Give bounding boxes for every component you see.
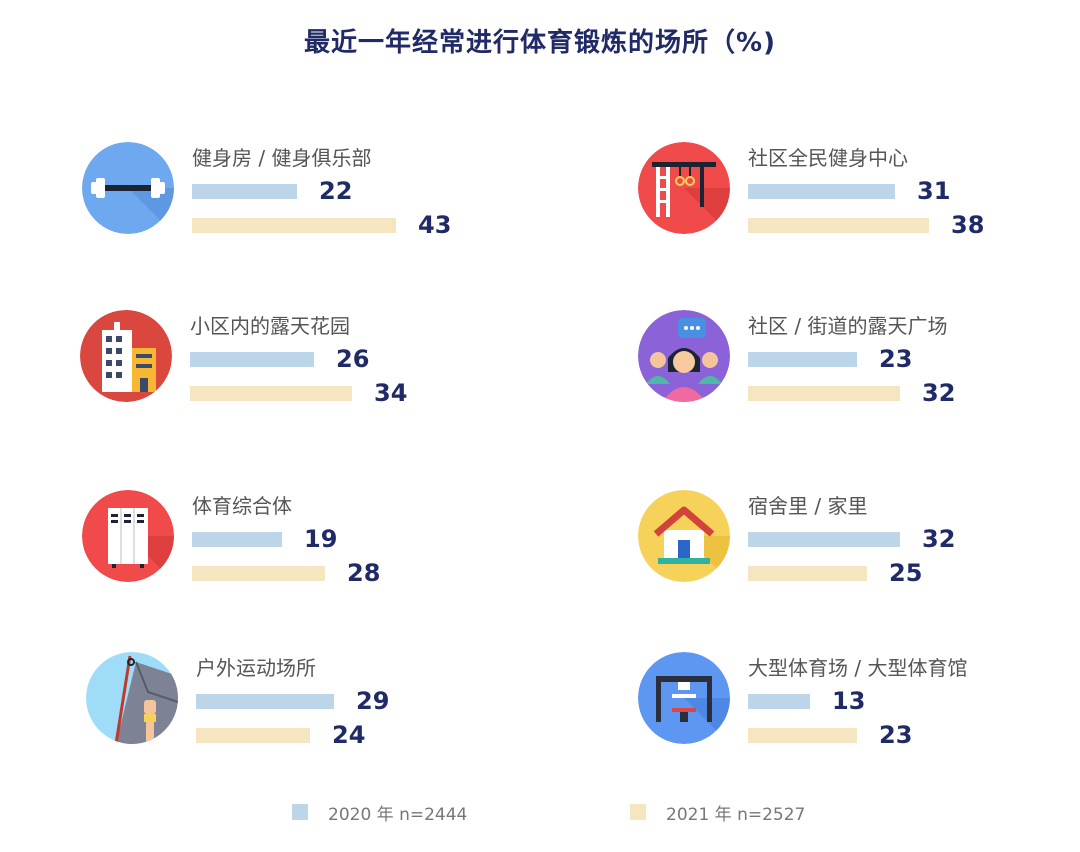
category-row: 宿舍里 / 家里 32 25 bbox=[638, 490, 1080, 610]
data-label: 23 bbox=[879, 345, 913, 373]
category-row: 社区 / 街道的露天广场 23 32 bbox=[638, 310, 1080, 430]
bar-series-2020 bbox=[748, 352, 857, 367]
category-label: 体育综合体 bbox=[192, 494, 292, 518]
data-label: 28 bbox=[347, 559, 381, 587]
community-people-icon bbox=[638, 310, 730, 402]
bar-series-2020 bbox=[196, 694, 334, 709]
bar-series-2021 bbox=[190, 386, 352, 401]
bar-series-2021 bbox=[748, 566, 867, 581]
rock-climbing-icon bbox=[86, 652, 178, 744]
data-label: 19 bbox=[304, 525, 338, 553]
category-label: 社区全民健身中心 bbox=[748, 146, 908, 170]
data-label: 32 bbox=[922, 525, 956, 553]
category-label: 社区 / 街道的露天广场 bbox=[748, 314, 948, 338]
bar-series-2020 bbox=[192, 184, 297, 199]
legend-label: 2020 年 n=2444 bbox=[328, 805, 468, 825]
data-label: 29 bbox=[356, 687, 390, 715]
bar-series-2021 bbox=[748, 386, 900, 401]
outdoor-gym-icon bbox=[638, 142, 730, 234]
data-label: 43 bbox=[418, 211, 452, 239]
lockers-icon bbox=[82, 490, 174, 582]
category-label: 小区内的露天花园 bbox=[190, 314, 350, 338]
category-label: 大型体育场 / 大型体育馆 bbox=[748, 656, 968, 680]
bar-series-2021 bbox=[748, 218, 929, 233]
category-row: 小区内的露天花园 26 34 bbox=[80, 310, 560, 430]
category-row: 社区全民健身中心 31 38 bbox=[638, 142, 1080, 262]
data-label: 22 bbox=[319, 177, 353, 205]
house-icon bbox=[638, 490, 730, 582]
bar-series-2020 bbox=[748, 532, 900, 547]
data-label: 24 bbox=[332, 721, 366, 749]
stadium-gym-icon bbox=[638, 652, 730, 744]
data-label: 38 bbox=[951, 211, 985, 239]
legend-swatch bbox=[630, 804, 646, 820]
bar-series-2020 bbox=[192, 532, 282, 547]
data-label: 34 bbox=[374, 379, 408, 407]
category-row: 健身房 / 健身俱乐部 22 43 bbox=[82, 142, 562, 262]
category-label: 宿舍里 / 家里 bbox=[748, 494, 868, 518]
category-label: 健身房 / 健身俱乐部 bbox=[192, 146, 372, 170]
apartment-building-icon bbox=[80, 310, 172, 402]
category-label: 户外运动场所 bbox=[196, 656, 316, 680]
category-row: 户外运动场所 29 24 bbox=[86, 652, 566, 772]
bar-series-2020 bbox=[190, 352, 314, 367]
bar-series-2021 bbox=[192, 218, 396, 233]
category-row: 体育综合体 19 28 bbox=[82, 490, 562, 610]
bar-series-2020 bbox=[748, 694, 810, 709]
legend-swatch bbox=[292, 804, 308, 820]
bar-series-2021 bbox=[196, 728, 310, 743]
data-label: 32 bbox=[922, 379, 956, 407]
data-label: 13 bbox=[832, 687, 866, 715]
chart-title: 最近一年经常进行体育锻炼的场所（%) bbox=[304, 28, 776, 58]
data-label: 26 bbox=[336, 345, 370, 373]
legend-label: 2021 年 n=2527 bbox=[666, 805, 806, 825]
data-label: 25 bbox=[889, 559, 923, 587]
bar-series-2021 bbox=[192, 566, 325, 581]
bar-series-2021 bbox=[748, 728, 857, 743]
category-row: 大型体育场 / 大型体育馆 13 23 bbox=[638, 652, 1080, 772]
dumbbell-icon bbox=[82, 142, 174, 234]
bar-series-2020 bbox=[748, 184, 895, 199]
data-label: 31 bbox=[917, 177, 951, 205]
data-label: 23 bbox=[879, 721, 913, 749]
